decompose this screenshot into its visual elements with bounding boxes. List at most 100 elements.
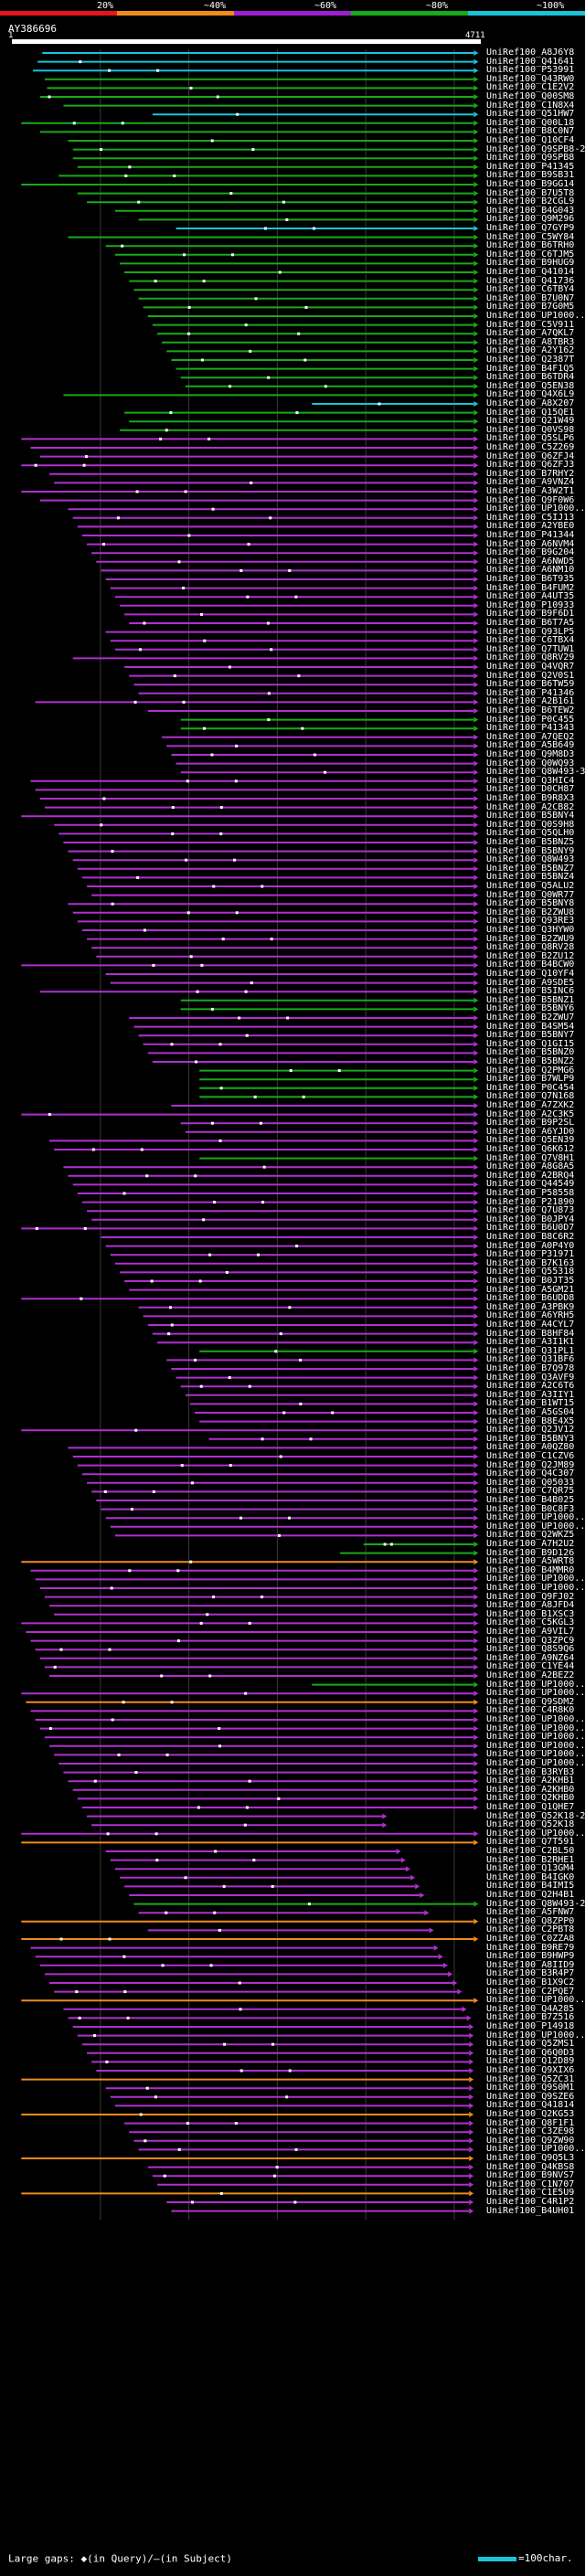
hit-label[interactable]: UniRef100_B8C0N7	[486, 126, 575, 137]
hit-row[interactable]	[35, 1717, 479, 1723]
hit-label[interactable]: UniRef100_Q1QHE7	[486, 1802, 575, 1812]
hit-row[interactable]	[114, 1866, 410, 1872]
hit-row[interactable]	[110, 2094, 474, 2100]
hit-label[interactable]: UniRef100_Q9M8D3	[486, 749, 575, 759]
hit-label[interactable]: UniRef100_Q05033	[486, 1477, 575, 1488]
hit-label[interactable]: UniRef100_UP1000...	[486, 1828, 585, 1839]
hit-label[interactable]: UniRef100_B5BNY8	[486, 898, 575, 909]
hit-label[interactable]: UniRef100_A2BRQ4	[486, 1170, 575, 1181]
hit-row[interactable]	[21, 1225, 479, 1232]
hit-label[interactable]: UniRef100_Q8RV29	[486, 652, 575, 663]
hit-row[interactable]	[72, 1454, 479, 1459]
hit-label[interactable]: UniRef100_B9HUG9	[486, 258, 575, 269]
hit-row[interactable]	[54, 1611, 479, 1617]
hit-label[interactable]: UniRef100_A7QEQ2	[486, 731, 575, 742]
hit-label[interactable]: UniRef100_Q1GI15	[486, 1038, 575, 1049]
hit-row[interactable]	[185, 383, 479, 389]
hit-label[interactable]: UniRef100_Q4C307	[486, 1468, 575, 1479]
hit-label[interactable]: UniRef100_P41345	[486, 161, 575, 172]
hit-label[interactable]: UniRef100_Q7TUW1	[486, 643, 575, 654]
hit-row[interactable]	[21, 2156, 474, 2161]
hit-row[interactable]	[340, 1550, 479, 1556]
hit-row[interactable]	[21, 1620, 479, 1627]
hit-row[interactable]	[147, 2164, 474, 2170]
hit-row[interactable]	[35, 1954, 443, 1960]
hit-row[interactable]	[39, 497, 479, 504]
hit-row[interactable]	[171, 357, 479, 363]
hit-row[interactable]	[63, 392, 479, 398]
hit-row[interactable]	[180, 997, 479, 1003]
hit-label[interactable]: UniRef100_C1N707	[486, 2178, 575, 2189]
hit-label[interactable]: UniRef100_UP1000...	[486, 1521, 585, 1532]
hit-label[interactable]: UniRef100_D0CH87	[486, 784, 575, 795]
hit-row[interactable]	[68, 1445, 479, 1451]
hit-row[interactable]	[152, 111, 479, 118]
hit-row[interactable]	[180, 769, 479, 776]
hit-label[interactable]: UniRef100_Q51HW7	[486, 109, 575, 120]
hit-label[interactable]: UniRef100_B3R4P7	[486, 1968, 575, 1979]
hit-label[interactable]: UniRef100_Q9SPB8	[486, 153, 575, 164]
hit-row[interactable]	[63, 1164, 479, 1171]
hit-row[interactable]	[124, 409, 479, 416]
hit-label[interactable]: UniRef100_Q41641	[486, 56, 575, 67]
hit-row[interactable]	[77, 1462, 479, 1468]
hit-row[interactable]	[124, 1278, 479, 1284]
hit-row[interactable]	[68, 848, 479, 854]
hit-row[interactable]	[147, 313, 479, 319]
hit-row[interactable]	[129, 1015, 479, 1021]
hit-row[interactable]	[77, 524, 479, 530]
hit-row[interactable]	[68, 901, 479, 907]
hit-row[interactable]	[87, 1479, 479, 1486]
hit-row[interactable]	[180, 375, 479, 381]
hit-row[interactable]	[124, 611, 479, 618]
hit-row[interactable]	[21, 962, 479, 969]
hit-row[interactable]	[147, 1322, 479, 1328]
hit-label[interactable]: UniRef100_Q2V0S1	[486, 670, 575, 681]
hit-row[interactable]	[138, 295, 479, 302]
hit-row[interactable]	[39, 1655, 479, 1661]
hit-label[interactable]: UniRef100_Q7T591	[486, 1837, 575, 1848]
hit-row[interactable]	[199, 1076, 479, 1083]
hit-label[interactable]: UniRef100_A9VNZ4	[486, 477, 575, 488]
hit-label[interactable]: UniRef100_UP1000...	[486, 1512, 585, 1523]
hit-row[interactable]	[44, 1594, 479, 1600]
hit-label[interactable]: UniRef100_Q52K18	[486, 1819, 575, 1830]
hit-label[interactable]: UniRef100_B5BNY9	[486, 845, 575, 856]
hit-label[interactable]: UniRef100_Q9ZW90	[486, 2135, 575, 2146]
hit-label[interactable]: UniRef100_Q7V8H1	[486, 1152, 575, 1163]
hit-label[interactable]: UniRef100_UP1000...	[486, 1758, 585, 1768]
hit-label[interactable]: UniRef100_B6TEW2	[486, 705, 575, 716]
hit-label[interactable]: UniRef100_C2BL50	[486, 1846, 575, 1856]
hit-row[interactable]	[77, 865, 479, 872]
hit-row[interactable]	[157, 331, 479, 337]
hit-label[interactable]: UniRef100_B4IGK0	[486, 1871, 575, 1882]
hit-row[interactable]	[63, 1769, 479, 1776]
hit-label[interactable]: UniRef100_Q6Q0D3	[486, 2047, 575, 2058]
hit-label[interactable]: UniRef100_B2CGL9	[486, 196, 575, 207]
hit-label[interactable]: UniRef100_UP1000...	[486, 1583, 585, 1593]
hit-label[interactable]: UniRef100_Q0WR77	[486, 889, 575, 900]
hit-label[interactable]: UniRef100_A7H2U2	[486, 1539, 575, 1549]
hit-row[interactable]	[87, 541, 479, 547]
hit-row[interactable]	[138, 2147, 474, 2153]
hit-label[interactable]: UniRef100_Q9SZE6	[486, 2091, 575, 2102]
hit-row[interactable]	[114, 2103, 474, 2109]
hit-row[interactable]	[63, 2006, 467, 2012]
hit-label[interactable]: UniRef100_B6T935	[486, 574, 575, 584]
hit-label[interactable]: UniRef100_A6NVM4	[486, 538, 575, 549]
hit-row[interactable]	[124, 270, 479, 275]
hit-label[interactable]: UniRef100_Q4X6L9	[486, 389, 575, 400]
hit-row[interactable]	[147, 1050, 479, 1056]
hit-label[interactable]: UniRef100_Q2JM89	[486, 1459, 575, 1470]
hit-label[interactable]: UniRef100_B8HF84	[486, 1328, 575, 1339]
hit-row[interactable]	[105, 243, 479, 249]
hit-row[interactable]	[35, 787, 479, 793]
hit-row[interactable]	[44, 1971, 453, 1977]
hit-row[interactable]	[114, 1260, 479, 1267]
hit-row[interactable]	[176, 226, 479, 231]
hit-row[interactable]	[91, 892, 479, 898]
hit-row[interactable]	[21, 489, 479, 494]
hit-label[interactable]: UniRef100_Q5EN38	[486, 380, 575, 391]
hit-label[interactable]: UniRef100_Q9FJ02	[486, 1591, 575, 1602]
hit-label[interactable]: UniRef100_A9VIL7	[486, 1627, 575, 1637]
